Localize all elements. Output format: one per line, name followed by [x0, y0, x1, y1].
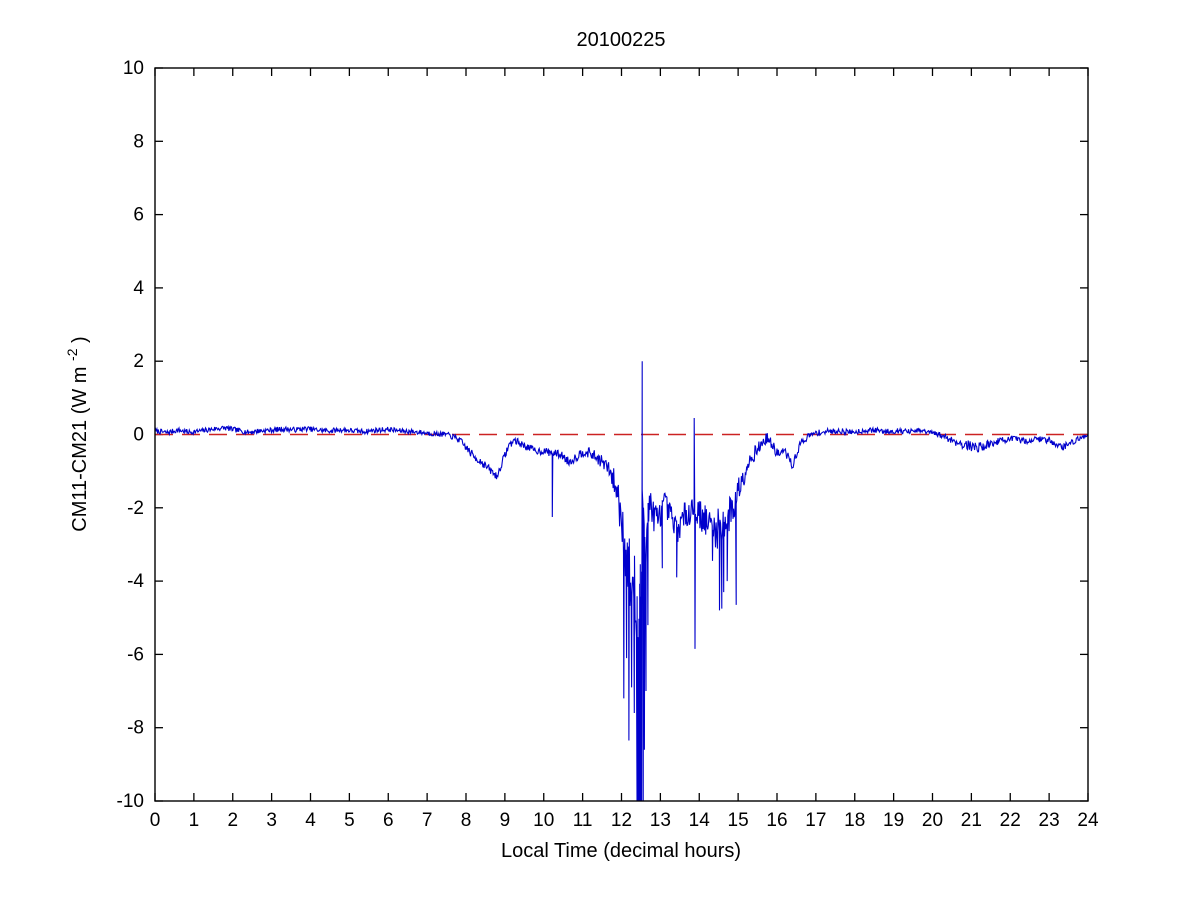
- y-tick-label: 4: [133, 278, 144, 299]
- y-axis-label-close: ): [69, 336, 91, 343]
- x-tick-label: 17: [805, 810, 826, 831]
- y-tick-label: 8: [133, 131, 144, 152]
- x-tick-label: 12: [611, 810, 632, 831]
- y-tick-label: 10: [123, 58, 144, 79]
- x-tick-label: 24: [1077, 810, 1099, 831]
- x-tick-label: 10: [533, 810, 554, 831]
- x-tick-label: 6: [383, 810, 394, 831]
- x-tick-label: 8: [461, 810, 472, 831]
- y-tick-label: -6: [127, 644, 144, 665]
- x-tick-label: 19: [883, 810, 904, 831]
- x-tick-label: 15: [728, 810, 749, 831]
- y-tick-label: -4: [127, 571, 144, 592]
- x-tick-label: 7: [422, 810, 433, 831]
- x-tick-label: 4: [305, 810, 316, 831]
- x-tick-label: 3: [266, 810, 277, 831]
- x-tick-label: 22: [1000, 810, 1021, 831]
- x-tick-label: 1: [189, 810, 200, 831]
- x-tick-label: 11: [573, 810, 593, 831]
- data-series-line: [155, 361, 1088, 801]
- plot-frame: [154, 67, 1089, 802]
- y-axis-label: CM11-CM21 (W m -2 ): [60, 336, 91, 531]
- y-tick-label: -2: [127, 498, 144, 519]
- x-tick-label: 18: [844, 810, 865, 831]
- y-tick-label: 0: [133, 425, 144, 446]
- x-tick-label: 20: [922, 810, 943, 831]
- y-axis-label-superscript: -2: [64, 348, 80, 361]
- y-tick-label: 2: [133, 351, 144, 372]
- y-axis-label-main: CM11-CM21 (W m: [69, 367, 91, 532]
- x-axis-label: Local Time (decimal hours): [501, 840, 741, 862]
- x-tick-label: 5: [344, 810, 355, 831]
- y-tick-label: -10: [117, 791, 144, 812]
- chart-title: 20100225: [577, 29, 666, 51]
- x-tick-label: 14: [689, 810, 711, 831]
- x-tick-label: 0: [150, 810, 161, 831]
- x-tick-label: 13: [650, 810, 671, 831]
- x-tick-label: 21: [961, 810, 982, 831]
- x-tick-label: 23: [1039, 810, 1060, 831]
- axis-ticks: 0 1 2 3 4 5 6 7 8 9 10 11 12 13 14 15 16 17 18 19 20 21 22 23 24…: [117, 58, 1099, 831]
- y-tick-label: -8: [127, 718, 144, 739]
- x-tick-label: 2: [227, 810, 238, 831]
- x-tick-label: 9: [500, 810, 511, 831]
- x-tick-label: 16: [766, 810, 787, 831]
- y-tick-label: 6: [133, 205, 144, 226]
